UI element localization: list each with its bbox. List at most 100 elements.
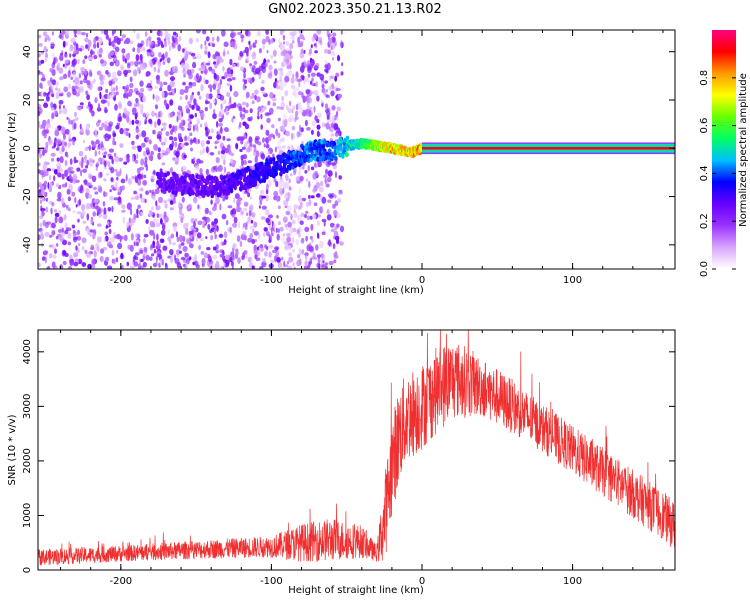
spectrogram-noise-cell xyxy=(306,66,312,74)
spectrogram-noise-cell xyxy=(75,245,78,251)
spectrogram-signal-cell xyxy=(286,159,290,165)
spectrogram-noise-cell xyxy=(39,215,44,219)
spectrogram-noise-cell xyxy=(330,223,335,227)
spectrogram-noise-cell xyxy=(84,249,88,254)
spectrogram-noise-cell xyxy=(242,146,246,150)
spectrogram-noise-cell xyxy=(264,61,268,68)
spectrogram-noise-cell xyxy=(114,103,118,111)
spectrogram-noise-cell xyxy=(156,213,160,218)
spectrogram-noise-cell xyxy=(105,172,109,176)
spectrogram-noise-cell xyxy=(240,34,245,39)
spectrogram-noise-cell xyxy=(151,51,155,56)
spectrogram-noise-cell xyxy=(263,227,268,232)
spectrogram-noise-cell xyxy=(239,240,243,248)
spectrogram-noise-cell xyxy=(248,136,253,144)
spectrogram-noise-cell xyxy=(204,50,208,55)
spectrogram-noise-cell xyxy=(209,102,213,110)
spectrogram-signal-cell xyxy=(309,157,314,163)
spectrogram-noise-cell xyxy=(172,65,176,73)
spectrogram-noise-cell xyxy=(52,254,57,259)
spectrogram-noise-cell xyxy=(109,237,115,243)
spectrogram-noise-cell xyxy=(338,175,343,180)
spectrogram-noise-cell xyxy=(74,111,77,117)
spectrogram-noise-cell xyxy=(210,199,213,205)
spectrogram-noise-cell xyxy=(335,110,339,118)
spectrogram-noise-cell xyxy=(249,108,253,114)
spectrogram-noise-cell xyxy=(54,129,60,137)
spectrogram-noise-cell xyxy=(255,150,260,158)
spectrogram-noise-cell xyxy=(189,230,194,235)
spectrogram-noise-cell xyxy=(261,91,267,95)
spectrogram-noise-cell xyxy=(51,93,55,98)
spectrogram-noise-cell xyxy=(207,51,211,59)
spectrogram-noise-cell xyxy=(213,109,216,115)
spectrogram-noise-cell xyxy=(295,110,299,116)
spectrogram-noise-cell xyxy=(218,122,223,127)
spectrogram-noise-cell xyxy=(158,213,163,218)
spectrogram-noise-cell xyxy=(279,125,283,130)
spectrogram-noise-cell xyxy=(321,206,324,213)
spectrogram-noise-cell xyxy=(292,262,295,267)
spectrogram-noise-cell xyxy=(279,76,282,81)
spectrogram-noise-cell xyxy=(197,204,200,209)
spectrogram-noise-cell xyxy=(227,205,233,209)
spectrogram-noise-cell xyxy=(311,72,316,77)
spectrogram-noise-cell xyxy=(55,87,58,91)
spectrogram-noise-cell xyxy=(161,91,165,99)
spectrogram-noise-cell xyxy=(138,92,144,98)
spectrogram-noise-cell xyxy=(238,221,241,229)
spectrogram-noise-cell xyxy=(291,236,295,244)
spectrogram-noise-cell xyxy=(222,51,226,57)
spectrogram-noise-cell xyxy=(247,237,253,243)
spectrogram-noise-cell xyxy=(306,126,311,131)
spectrogram-noise-cell xyxy=(63,214,67,221)
spectrogram-noise-cell xyxy=(200,140,205,148)
spectrogram-noise-cell xyxy=(315,244,319,251)
spectrogram-noise-cell xyxy=(38,182,42,186)
spectrogram-noise-cell xyxy=(134,119,140,125)
spectrogram-noise-cell xyxy=(56,147,59,151)
spectrogram-noise-cell xyxy=(255,257,261,262)
spectrogram-noise-cell xyxy=(163,211,167,216)
colorbar-tick-label: 0.2 xyxy=(699,213,710,229)
spectrogram-noise-cell xyxy=(38,53,41,58)
spectrogram-noise-cell xyxy=(89,232,92,237)
spectrogram-noise-cell xyxy=(314,115,318,122)
spectrogram-noise-cell xyxy=(48,139,53,146)
colorbar-ticks: 0.0 0.2 0.4 0.6 0.8 xyxy=(699,70,736,277)
spectrogram-noise-cell xyxy=(64,252,69,258)
spectrogram-noise-cell xyxy=(298,232,301,238)
spectrogram-noise-cell xyxy=(69,174,72,180)
spectrogram-noise-cell xyxy=(308,180,311,189)
spectrogram-noise-cell xyxy=(116,176,119,181)
spectrogram-noise-cell xyxy=(210,235,214,241)
spectrogram-noise-cell xyxy=(298,42,304,48)
spectrogram-noise-cell xyxy=(156,243,162,248)
spectrogram-noise-cell xyxy=(104,136,110,142)
spectrogram-noise-cell xyxy=(288,252,293,257)
spectrogram-noise-cell xyxy=(104,109,108,113)
spectrogram-noise-cell xyxy=(293,204,298,210)
spectrogram-noise-cell xyxy=(94,199,100,203)
spectrogram-noise-cell xyxy=(143,237,146,244)
spectrogram-noise-cell xyxy=(59,264,64,269)
spectrogram-noise-cell xyxy=(314,50,318,54)
spectrogram-signal-cell xyxy=(180,175,184,181)
spectrogram-noise-cell xyxy=(219,94,225,101)
spectrogram-noise-cell xyxy=(96,236,102,243)
spectrogram-noise-cell xyxy=(144,31,148,37)
spectrogram-noise-cell xyxy=(77,218,80,223)
spectrogram-noise-cell xyxy=(120,178,126,184)
spectrogram-noise-cell xyxy=(70,76,74,81)
spectrogram-noise-cell xyxy=(79,123,82,130)
spectrogram-noise-cell xyxy=(290,36,295,40)
spectrogram-noise-cell xyxy=(167,41,173,47)
spectrogram-noise-cell xyxy=(67,196,71,202)
spectrogram-noise-cell xyxy=(85,202,91,210)
spectrogram-noise-cell xyxy=(56,243,59,247)
spectrogram-noise-cell xyxy=(115,124,120,130)
spectrogram-noise-cell xyxy=(135,128,140,133)
spectrogram-noise-cell xyxy=(316,124,321,130)
spectrogram-noise-cell xyxy=(95,166,98,171)
spectrogram-noise-cell xyxy=(161,54,165,61)
